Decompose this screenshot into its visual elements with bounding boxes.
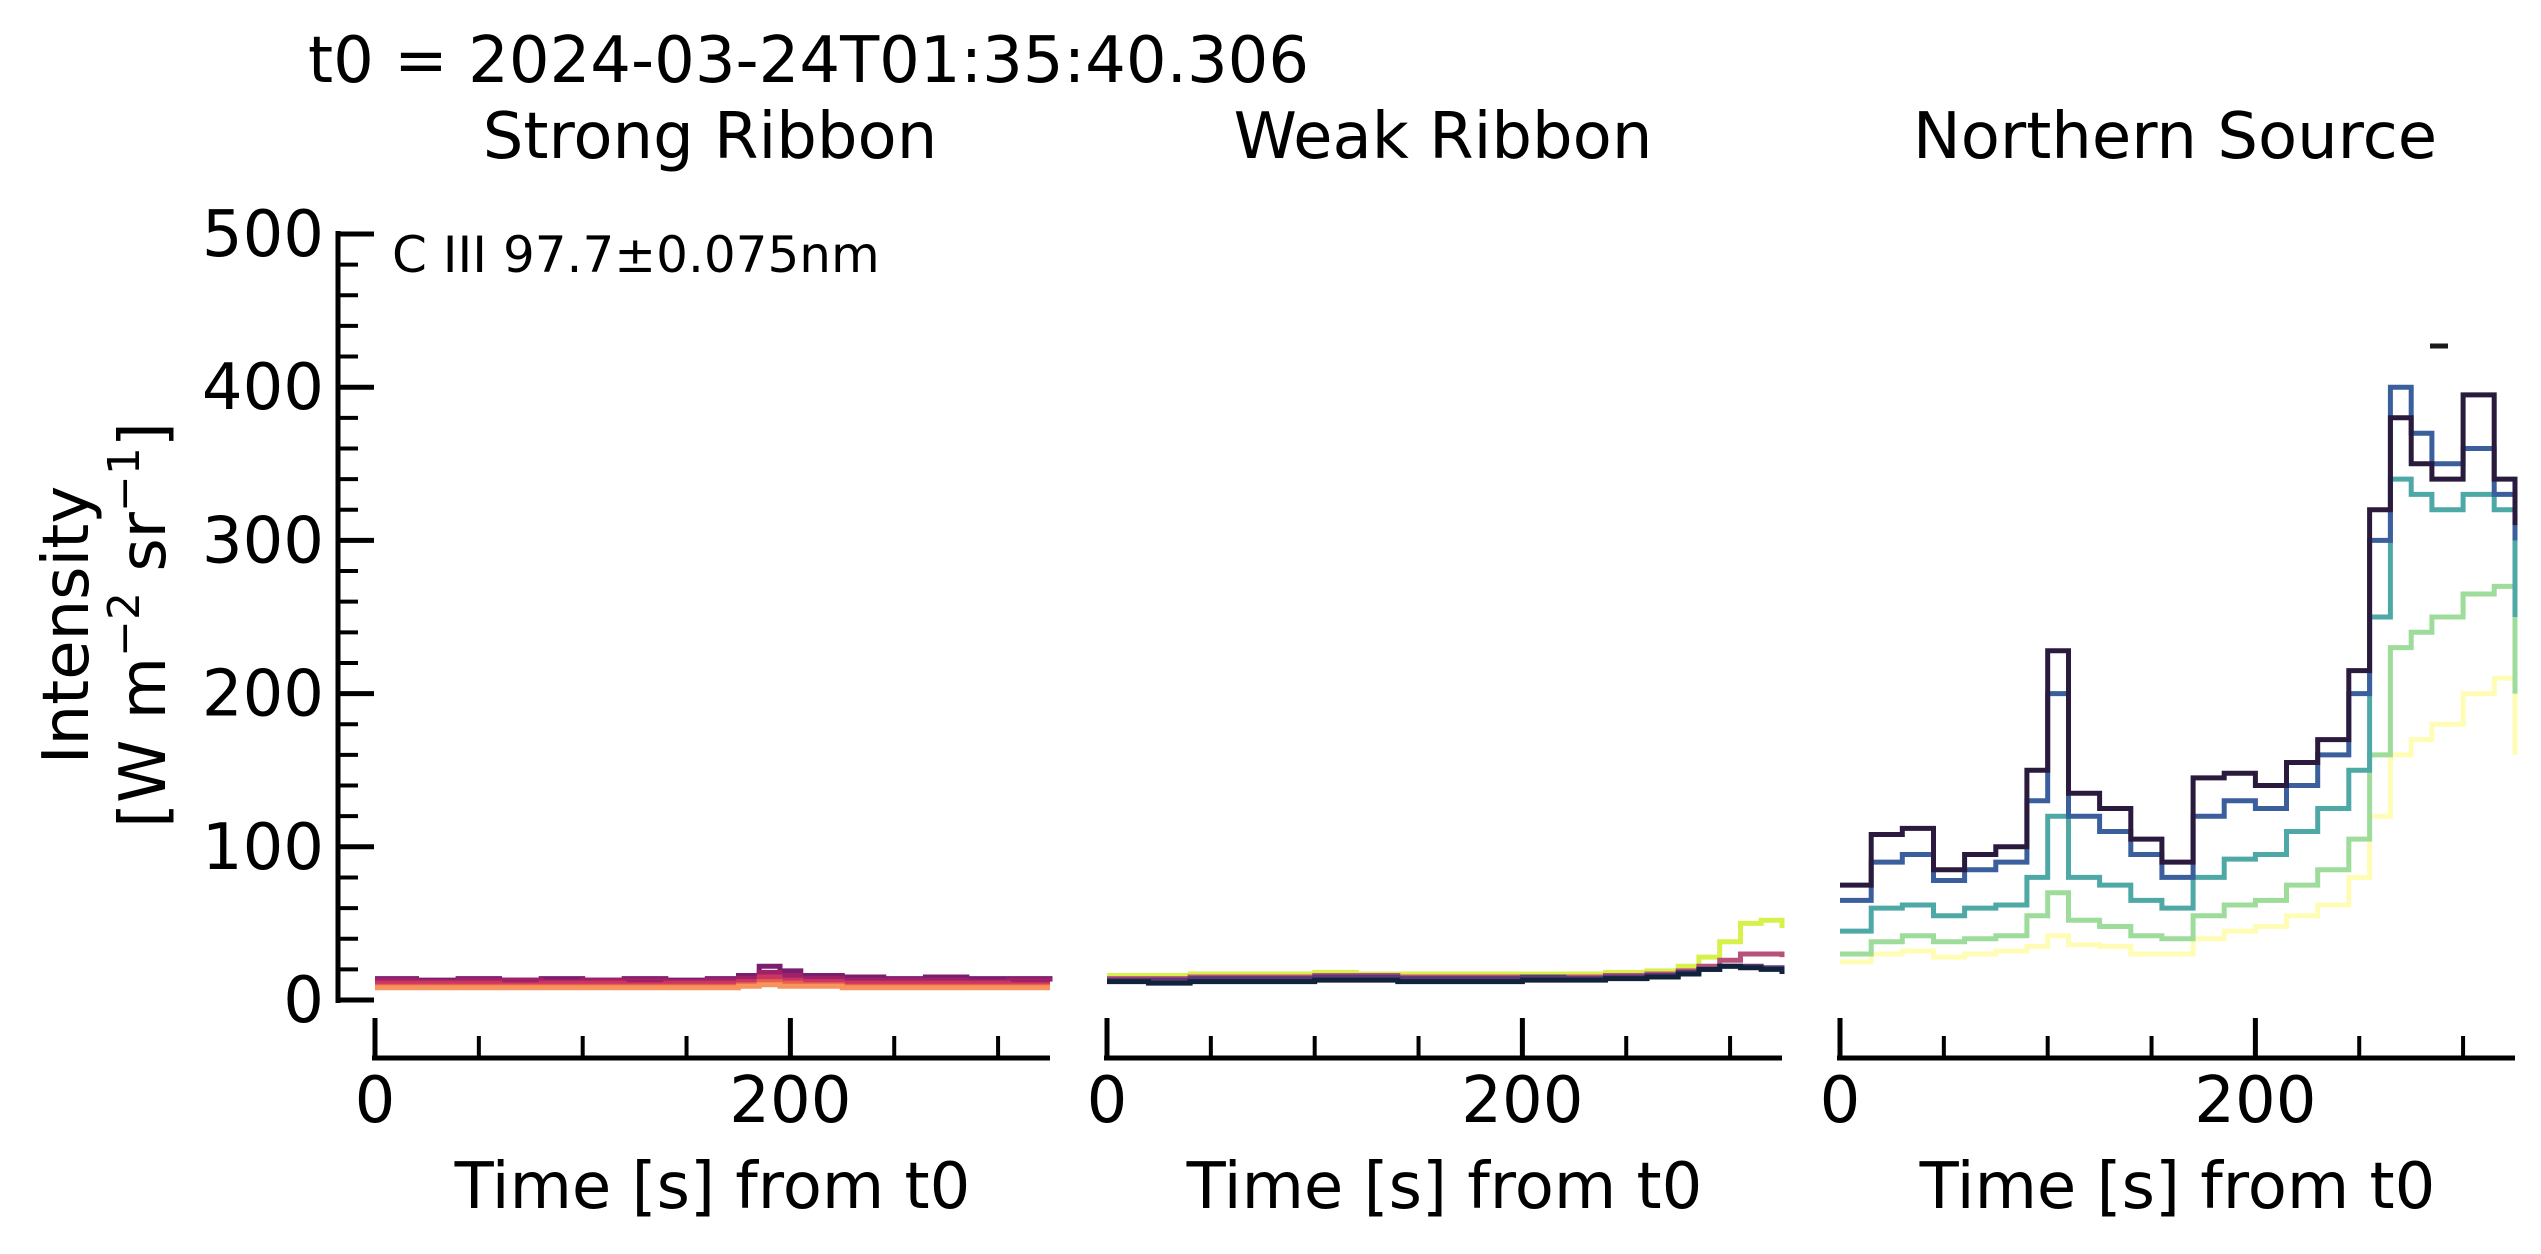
series-line-3-2 bbox=[1840, 583, 2518, 957]
x-tick-label: 0 bbox=[355, 1064, 396, 1138]
figure-title: t0 = 2024-03-24T01:35:40.306 bbox=[308, 24, 1309, 98]
series-layer bbox=[375, 384, 2518, 991]
series-line-2-1 bbox=[1107, 917, 1785, 978]
y-label-unit-a: [W m bbox=[107, 657, 181, 828]
series-line-1-2 bbox=[375, 969, 1053, 985]
x-tick-label: 200 bbox=[2194, 1064, 2316, 1138]
series-line-3-1 bbox=[1840, 675, 2518, 965]
x-axis-label: Time [s] from t0 bbox=[1919, 1150, 2436, 1224]
y-axis-label-line2: [W m−2 sr−1] bbox=[99, 422, 181, 828]
y-tick-label: 100 bbox=[202, 811, 324, 885]
panel-title-strong-ribbon: Strong Ribbon bbox=[483, 100, 938, 174]
x-axis-label: Time [s] from t0 bbox=[1186, 1150, 1703, 1224]
x-tick-label: 0 bbox=[1820, 1064, 1861, 1138]
x-tick-label: 200 bbox=[729, 1064, 851, 1138]
series-line-1-5 bbox=[375, 982, 1050, 991]
line-annotation: C III 97.7±0.075nm bbox=[392, 226, 880, 284]
y-tick-label: 300 bbox=[202, 504, 324, 578]
panel-title-northern-source: Northern Source bbox=[1913, 100, 2437, 174]
y-label-exp-b: −1 bbox=[99, 447, 150, 512]
y-tick-label: 400 bbox=[202, 351, 324, 425]
y-label-unit-c: ] bbox=[107, 422, 181, 447]
y-axis-label-line1: Intensity bbox=[30, 486, 104, 765]
y-tick-label: 0 bbox=[283, 964, 324, 1038]
y-tick-label: 200 bbox=[202, 658, 324, 732]
y-axis-label: Intensity [W m−2 sr−1] bbox=[30, 422, 181, 828]
y-label-exp-a: −2 bbox=[99, 592, 150, 657]
panel-title-weak-ribbon: Weak Ribbon bbox=[1234, 100, 1653, 174]
series-line-2-4 bbox=[1107, 963, 1785, 986]
axes-layer: 0 100 200 300 400 500 0 200 Time [s] from t0 0 200… bbox=[202, 198, 2515, 1224]
x-axis-label: Time [s] from t0 bbox=[454, 1150, 971, 1224]
series-line-3-5 bbox=[1840, 392, 2518, 888]
y-tick-label: 500 bbox=[202, 198, 324, 272]
x-tick-label: 200 bbox=[1461, 1064, 1583, 1138]
x-tick-label: 0 bbox=[1087, 1064, 1128, 1138]
y-label-unit-b: sr bbox=[107, 511, 181, 592]
